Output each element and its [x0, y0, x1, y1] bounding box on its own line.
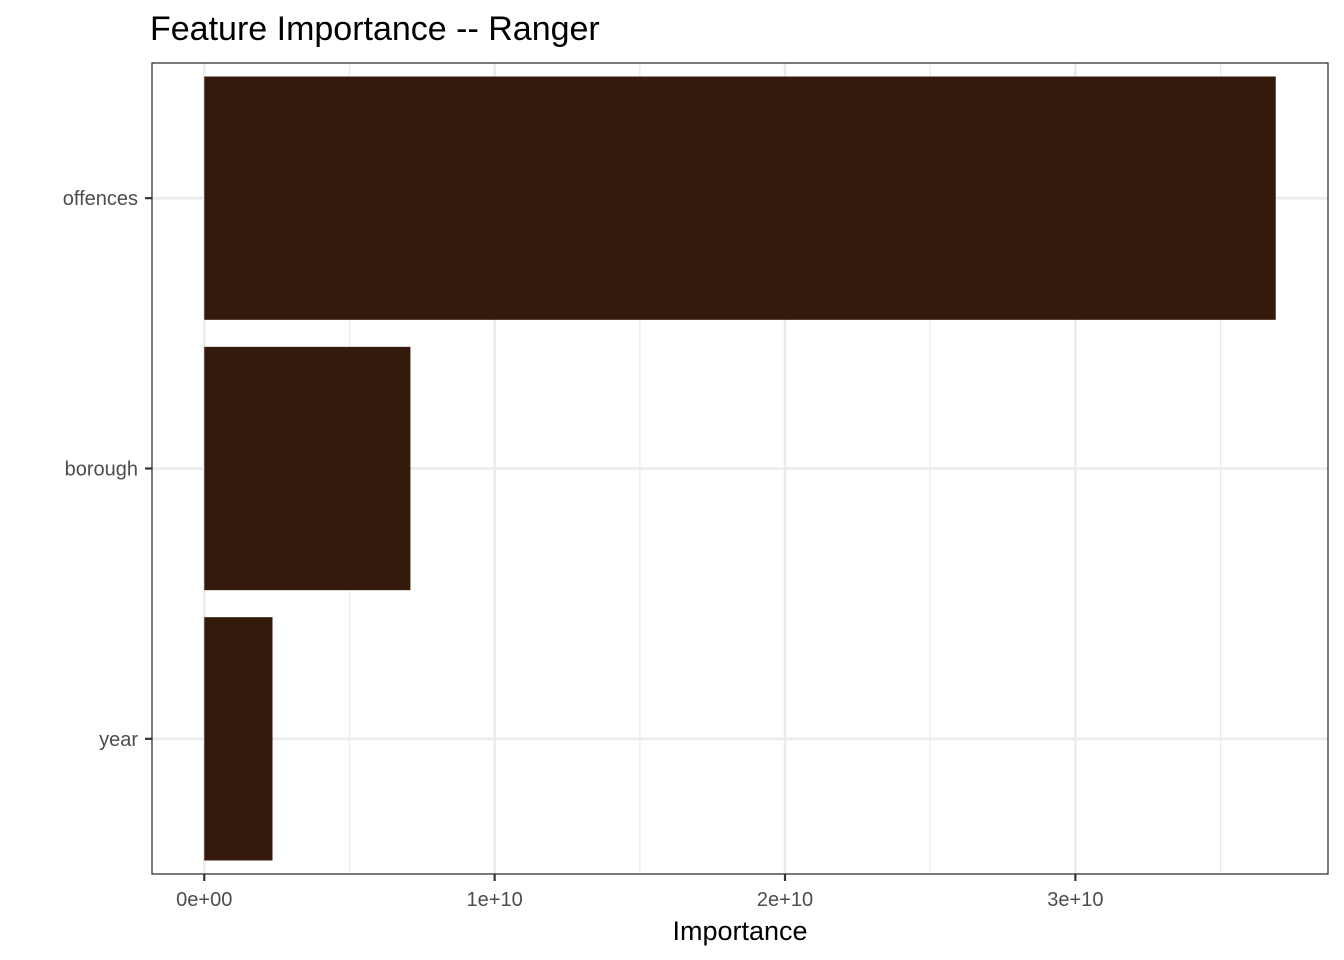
bar-borough: [204, 346, 411, 591]
x-axis: 0e+00 1e+10 2e+10 3e+10: [176, 874, 1103, 911]
x-tick-label-3: 3e+10: [1047, 889, 1103, 911]
y-tick-label-year: year: [99, 729, 138, 751]
x-tick-label-2: 2e+10: [757, 889, 813, 911]
x-tick-label-1: 1e+10: [467, 889, 523, 911]
y-tick-label-offences: offences: [63, 188, 138, 210]
bar-year: [204, 617, 273, 861]
x-axis-title: Importance: [672, 916, 807, 946]
y-axis: offences borough year: [63, 188, 152, 751]
bars: [204, 76, 1276, 861]
y-tick-label-borough: borough: [65, 459, 138, 481]
x-tick-label-0: 0e+00: [176, 889, 232, 911]
bar-offences: [204, 76, 1276, 320]
chart-title: Feature Importance -- Ranger: [150, 10, 600, 48]
